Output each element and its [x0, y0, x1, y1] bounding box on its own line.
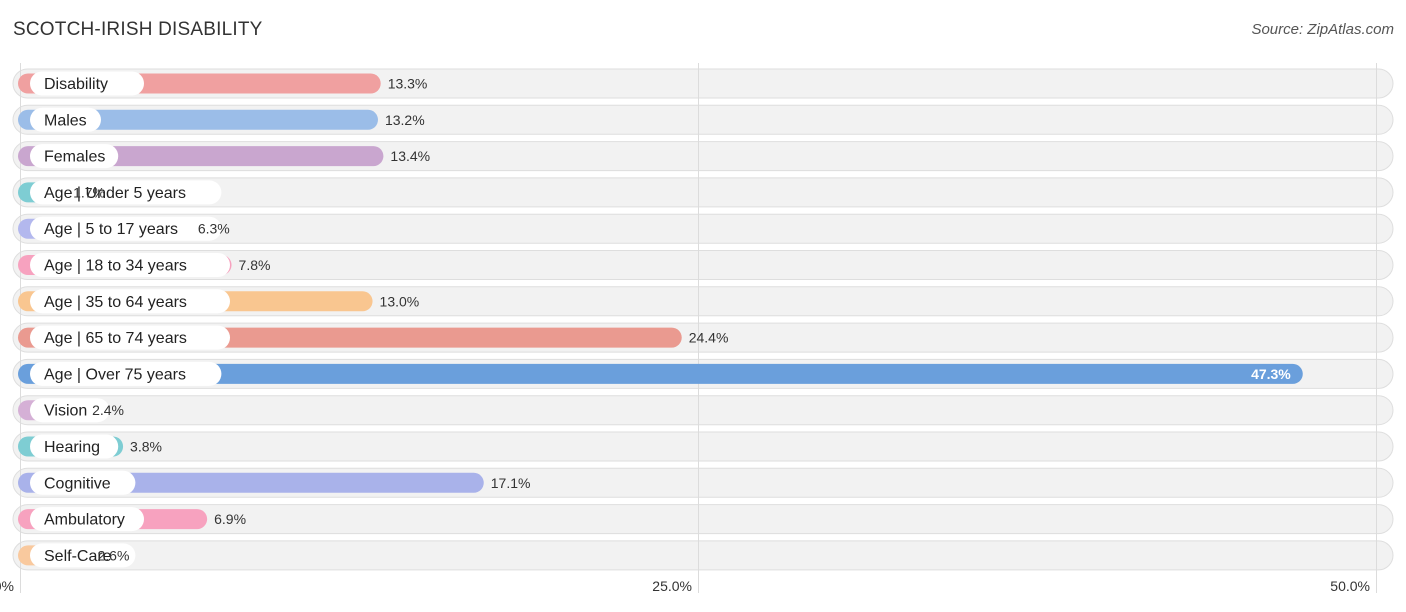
- value-label: 6.3%: [198, 221, 230, 237]
- bar: [18, 109, 378, 130]
- category-label: Hearing: [44, 439, 100, 456]
- category-label: Cognitive: [44, 475, 111, 492]
- value-label: 6.9%: [214, 511, 246, 527]
- category-pill: [30, 470, 136, 495]
- value-label: 7.8%: [239, 257, 271, 273]
- category-pill: [30, 507, 144, 532]
- category-label: Age | 5 to 17 years: [44, 221, 178, 238]
- category-label: Age | Over 75 years: [44, 366, 186, 383]
- category-pill: [30, 180, 222, 205]
- category-label: Age | 35 to 64 years: [44, 294, 187, 311]
- category-label: Age | 18 to 34 years: [44, 258, 187, 275]
- value-label: 2.6%: [98, 547, 130, 563]
- value-label: 13.2%: [385, 112, 425, 128]
- x-tick-label: 0.0%: [0, 578, 14, 594]
- value-label: 13.0%: [380, 293, 420, 309]
- category-label: Self-Care: [44, 548, 112, 565]
- category-pill: [30, 543, 136, 568]
- bar: [18, 472, 484, 493]
- value-label: 13.3%: [388, 76, 428, 92]
- category-pill: [30, 107, 101, 132]
- bar: [18, 363, 1303, 384]
- chart-title: SCOTCH-IRISH DISABILITY: [13, 19, 263, 40]
- source-note: Source: ZipAtlas.com: [1251, 21, 1394, 38]
- category-pill: [30, 361, 222, 386]
- category-label: Disability: [44, 76, 108, 93]
- category-label: Ambulatory: [44, 512, 125, 529]
- category-label: Females: [44, 149, 105, 166]
- category-pill: [30, 434, 119, 459]
- row-track: [12, 177, 1394, 208]
- x-tick-label: 25.0%: [652, 578, 692, 594]
- value-label: 47.3%: [1251, 366, 1291, 382]
- category-pill: [30, 144, 119, 169]
- value-label: 17.1%: [491, 475, 531, 491]
- category-pill: [30, 253, 230, 277]
- x-tick-label: 50.0%: [1330, 578, 1370, 594]
- category-label: Vision: [44, 403, 87, 420]
- category-pill: [30, 71, 144, 96]
- category-pill: [30, 289, 230, 314]
- category-pill: [30, 398, 110, 423]
- value-label: 3.8%: [130, 439, 162, 455]
- category-label: Age | 65 to 74 years: [44, 330, 187, 347]
- value-label: 13.4%: [390, 148, 430, 164]
- category-label: Males: [44, 112, 87, 129]
- row-track: [12, 504, 1394, 535]
- value-label: 1.7%: [73, 184, 105, 200]
- category-pill: [30, 325, 230, 350]
- row-track: [12, 250, 1394, 280]
- value-label: 2.4%: [92, 402, 124, 418]
- row-track: [12, 431, 1394, 462]
- row-track: [12, 213, 1394, 244]
- value-label: 24.4%: [689, 330, 729, 346]
- category-pill: [30, 216, 222, 241]
- row-track: [12, 540, 1394, 571]
- row-track: [12, 395, 1394, 426]
- category-label: Age | Under 5 years: [44, 185, 186, 202]
